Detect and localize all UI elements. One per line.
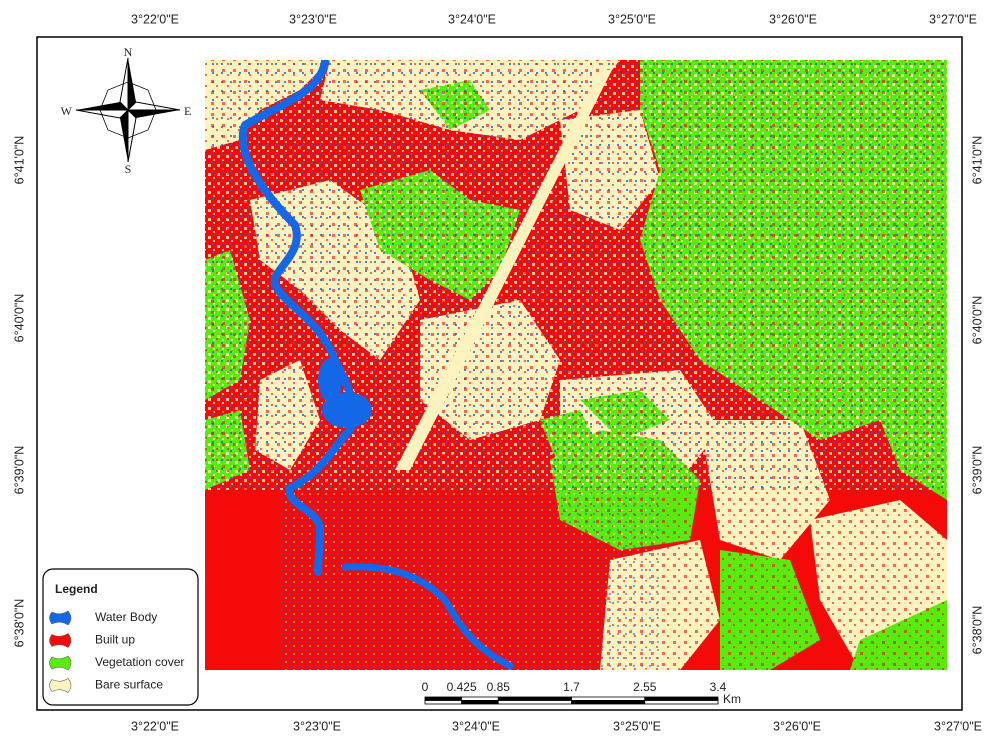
compass-west: W — [61, 104, 73, 118]
land-cover-raster — [205, 60, 947, 670]
legend-swatch — [49, 678, 72, 693]
right-label: 6°41'0"N — [970, 136, 984, 185]
scale-tick-label: 2.55 — [633, 680, 657, 694]
scale-tick-label: 0.85 — [487, 680, 511, 694]
bottom-label: 3°25'0"E — [613, 719, 661, 733]
right-label: 6°39'0"N — [970, 446, 984, 495]
bottom-label: 3°27'0"E — [934, 719, 982, 733]
bottom-label: 3°22'0"E — [131, 719, 179, 733]
scale-segment — [461, 696, 499, 701]
scale-segment — [644, 696, 719, 701]
scale-tick-label: 1.7 — [563, 680, 580, 694]
scale-segment — [571, 696, 646, 701]
scale-segment — [571, 700, 646, 705]
left-label: 6°38'0"N — [12, 599, 26, 648]
scale-segment — [644, 700, 719, 705]
scale-segment — [497, 700, 572, 705]
scale-segment — [497, 696, 572, 701]
compass-south: S — [125, 162, 132, 176]
bottom-label: 3°24'0"E — [452, 719, 500, 733]
graticule-labels: 3°22'0"E 3°23'0"E 3°24'0"E 3°25'0"E 3°26'0"E… — [12, 12, 984, 733]
top-label: 3°25'0"E — [608, 12, 656, 26]
legend-swatch — [49, 610, 72, 626]
scale-tick-label: 0 — [422, 680, 429, 694]
right-label: 6°38'0"N — [970, 606, 984, 655]
bottom-label: 3°23'0"E — [293, 719, 341, 733]
left-label: 6°40'0"N — [12, 294, 26, 343]
map-frame — [36, 36, 963, 711]
legend-label: Built up — [95, 633, 135, 647]
legend-swatch — [49, 655, 72, 671]
scale-bar: 0 0.425 0.85 1.7 2.55 3.4Km — [422, 680, 741, 706]
compass-east: E — [184, 104, 191, 118]
scale-tick-label: 0.425 — [447, 680, 477, 694]
right-label: 6°40'0"N — [970, 296, 984, 345]
scale-segment — [424, 700, 463, 705]
top-label: 3°27'0"E — [929, 12, 977, 26]
legend-label: Water Body — [95, 610, 157, 624]
north-arrow: N S E W — [61, 45, 192, 176]
legend: Legend Water Body Built up Vegetation cove… — [42, 568, 199, 706]
left-label: 6°39'0"N — [12, 446, 26, 495]
compass-north: N — [124, 45, 133, 59]
scale-unit: Km — [723, 692, 741, 706]
top-label: 3°24'0"E — [448, 12, 496, 26]
top-label: 3°22'0"E — [131, 12, 179, 26]
legend-label: Bare surface — [95, 678, 163, 692]
top-label: 3°23'0"E — [289, 12, 337, 26]
legend-label: Vegetation cover — [95, 655, 184, 669]
bottom-label: 3°26'0"E — [773, 719, 821, 733]
left-label: 6°41'0"N — [12, 136, 26, 185]
scale-tick-label: 3.4 — [710, 680, 727, 694]
top-label: 3°26'0"E — [769, 12, 817, 26]
scale-segment — [424, 696, 463, 701]
legend-swatch — [49, 633, 72, 648]
legend-title: Legend — [55, 582, 98, 596]
scale-segment — [461, 700, 499, 705]
